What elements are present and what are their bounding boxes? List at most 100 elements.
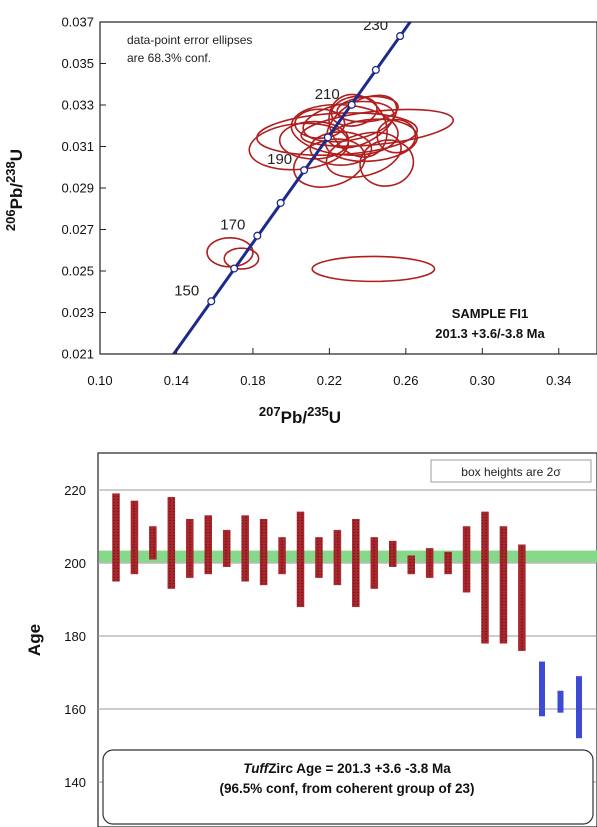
error-ellipse [330, 95, 378, 127]
error-ellipse [293, 138, 366, 188]
box-height-note: box heights are 2σ [461, 465, 561, 479]
age-tick-label: 200 [64, 556, 86, 571]
y-tick-label: 0.033 [61, 98, 94, 113]
x-tick-label: 0.26 [393, 373, 418, 388]
coherent-age-bar [389, 540, 397, 567]
x-tick-label: 0.30 [470, 373, 495, 388]
concordia-age-label: 210 [315, 86, 340, 103]
y-tick-label: 0.031 [61, 139, 94, 154]
coherent-age-bar [204, 515, 212, 575]
y-tick-label: 0.035 [61, 56, 94, 71]
x-tick-label: 0.14 [164, 373, 189, 388]
coherent-age-bar [112, 493, 120, 582]
coherent-age-bar [222, 529, 231, 567]
coherent-age-bar [241, 515, 249, 582]
concordia-age-marker [276, 198, 285, 207]
x-tick-label: 0.22 [317, 373, 342, 388]
error-ellipse [376, 118, 417, 154]
coherent-age-bar [149, 526, 157, 560]
error-ellipse [328, 93, 388, 158]
mean-age-band [99, 550, 597, 563]
result-italic-part: Tuff [243, 761, 270, 776]
concordia-age-marker [230, 264, 239, 273]
concordia-age-marker [371, 65, 380, 74]
coherent-age-bar [481, 511, 489, 644]
age-tick-label: 140 [64, 775, 86, 790]
error-ellipses [206, 93, 455, 283]
error-ellipse [290, 103, 399, 156]
error-ellipse [223, 247, 260, 270]
coherent-age-bar [278, 537, 286, 575]
concordia-age-marker [347, 100, 356, 109]
x-tick-label: 0.10 [87, 373, 112, 388]
top-plot-frame [99, 21, 597, 355]
coherent-age-bar [352, 518, 360, 608]
y-tick-label: 0.037 [61, 15, 94, 30]
concordia-age-marker [396, 32, 405, 41]
result-line-1: TuffZirc Age = 201.3 +3.6 -3.8 Ma [243, 761, 451, 776]
result-line-2: (96.5% conf, from coherent group of 23) [219, 781, 474, 796]
coherent-age-bar [518, 544, 526, 651]
age-bars [112, 493, 582, 739]
x-tick-label: 0.18 [240, 373, 265, 388]
x-tick-label: 0.34 [546, 373, 571, 388]
y-axis-ticks: 0.021 0.023 0.025 0.027 0.029 0.031 0.033 0.035… [61, 15, 106, 362]
age-tick-label: 180 [64, 629, 86, 644]
concordia-age-marker [207, 297, 216, 306]
coherent-age-bar [130, 500, 139, 575]
coherent-age-bar [370, 537, 379, 589]
y-tick-label: 0.023 [61, 305, 94, 320]
concordia-age-label: 170 [220, 217, 245, 234]
coherent-age-bar [333, 529, 342, 586]
y-tick-label: 0.029 [61, 181, 94, 196]
concordia-age-label: 150 [174, 282, 199, 299]
result-rest-part: Zirc Age = 201.3 +3.6 -3.8 Ma [268, 761, 451, 776]
error-ellipse [311, 255, 436, 283]
concordia-age-label: 230 [363, 17, 388, 34]
coherent-age-bar [259, 518, 268, 586]
concordia-age-marker [323, 133, 332, 142]
y-title-sup-2: 238 [3, 161, 18, 183]
coherent-age-bar [407, 555, 415, 575]
ellipse-note-line-1: data-point error ellipses [127, 33, 252, 47]
coherent-age-bar [315, 537, 323, 578]
concordia-curve: 150 170 190 210 230 [171, 17, 413, 354]
y-tick-label: 0.025 [61, 264, 94, 279]
x-title-base-2: U [329, 408, 341, 427]
coherent-age-bar [499, 526, 508, 644]
box-height-note-frame [430, 459, 592, 483]
coherent-age-bar [462, 526, 471, 593]
age-chart: 140 160 180 200 220 box heights are 2σ Age T… [25, 452, 597, 827]
age-axis-title: Age [25, 624, 44, 656]
concordia-age-marker [300, 166, 309, 175]
age-axis-ticks: 140 160 180 200 220 [64, 483, 86, 790]
y-tick-label: 0.021 [61, 347, 94, 362]
rejected-age-bar [576, 676, 582, 739]
ellipse-note-line-2: are 68.3% conf. [127, 51, 211, 65]
age-tick-label: 220 [64, 483, 86, 498]
y-title-base-2: U [7, 149, 26, 161]
rejected-age-bar [539, 661, 545, 717]
x-axis-ticks: 0.10 0.14 0.18 0.22 0.26 0.30 0.34 [87, 348, 571, 388]
x-title-base-1: Pb/ [281, 408, 308, 427]
sample-name: SAMPLE FI1 [452, 306, 529, 321]
concordia-age-marker [253, 231, 262, 240]
coherent-age-bar [167, 497, 176, 589]
y-title-sup-1: 206 [3, 209, 18, 231]
age-tick-label: 160 [64, 702, 86, 717]
concordia-age-label: 190 [267, 151, 292, 168]
coherent-age-bar [444, 551, 452, 575]
y-title-base-1: Pb/ [7, 183, 26, 210]
x-title-sup-1: 207 [259, 404, 281, 419]
result-box [102, 749, 594, 825]
rejected-age-bar [557, 690, 564, 713]
coherent-age-bar [425, 548, 434, 578]
coherent-age-bar [296, 511, 305, 608]
error-ellipse [294, 108, 346, 140]
y-axis-title: 206Pb/238U [3, 149, 26, 231]
coherent-age-bar [186, 518, 194, 578]
y-tick-label: 0.027 [61, 222, 94, 237]
concordia-line [171, 22, 413, 354]
